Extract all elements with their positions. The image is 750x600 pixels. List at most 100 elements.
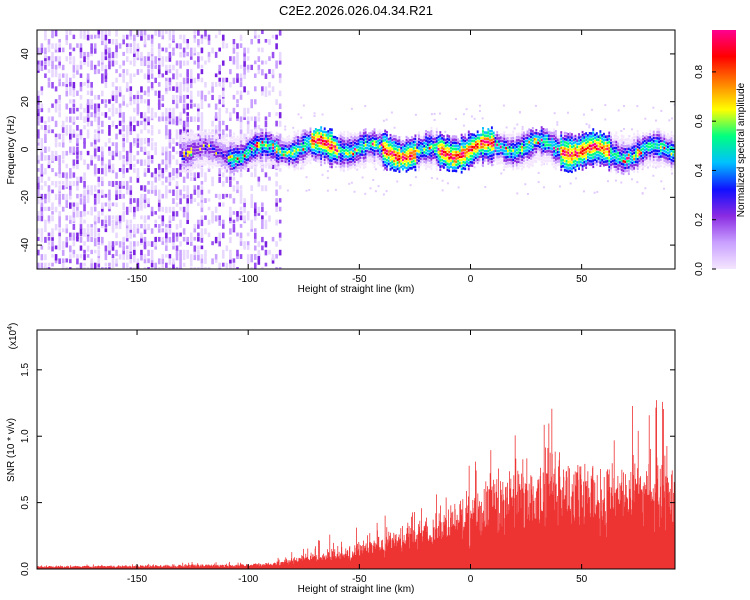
spectrogram-cell xyxy=(271,258,275,264)
spectrogram-cell xyxy=(86,185,90,190)
spectrogram-cell xyxy=(277,132,280,136)
spectrogram-cell xyxy=(371,148,374,152)
spectrogram-cell xyxy=(183,142,186,145)
spectrogram-cell xyxy=(220,167,223,171)
spectrogram-cell xyxy=(464,142,467,146)
spectrogram-cell xyxy=(613,159,616,162)
spectrogram-cell xyxy=(441,189,444,192)
spectrogram-cell xyxy=(90,86,93,91)
spectrogram-cell xyxy=(133,241,136,247)
spectrogram-cell xyxy=(309,152,312,155)
spectrogram-cell xyxy=(229,170,232,174)
spectrogram-cell xyxy=(394,169,397,172)
spectrogram-cell xyxy=(86,223,90,228)
spectrogram-cell xyxy=(175,189,179,196)
spectrogram-cell xyxy=(256,157,259,161)
spectrogram-cell xyxy=(76,193,79,199)
spectrogram-cell xyxy=(517,163,520,167)
spectrogram-cell xyxy=(345,164,348,168)
spectrogram-cell xyxy=(118,215,122,222)
spectrogram-cell xyxy=(108,267,111,269)
spectrogram-cell xyxy=(271,236,275,242)
spectrogram-cell xyxy=(186,132,189,135)
spectrogram-cell xyxy=(300,139,303,143)
spectrogram-cell xyxy=(531,136,534,139)
spectrogram-cell xyxy=(441,179,444,182)
spectrogram-cell xyxy=(51,69,54,76)
spectrogram-cell xyxy=(277,154,280,158)
spectrogram-cell xyxy=(474,147,477,150)
spectrogram-cell xyxy=(384,129,387,133)
spectrogram-cell xyxy=(243,198,246,203)
spectrogram-cell xyxy=(240,134,243,138)
spectrogram-cell xyxy=(578,158,580,161)
spectrogram-cell xyxy=(90,82,93,88)
spectrogram-cell xyxy=(72,249,76,255)
spectrogram-cell xyxy=(221,254,225,259)
spectrogram-cell xyxy=(304,157,307,160)
spectrogram-cell xyxy=(214,51,218,58)
spectrogram-cell xyxy=(361,162,364,166)
spectrogram-cell xyxy=(143,267,147,269)
spectrogram-cell xyxy=(272,156,275,159)
spectrogram-cell xyxy=(243,116,246,120)
spectrogram-cell xyxy=(389,155,392,159)
spectrogram-cell xyxy=(150,137,154,142)
spectrogram-cell xyxy=(54,206,58,213)
spectrogram-cell xyxy=(428,159,431,163)
spectrogram-cell xyxy=(341,139,344,142)
spectrogram-cell xyxy=(246,155,250,161)
spectrogram-cell xyxy=(307,144,310,147)
spectrogram-cell xyxy=(546,162,548,166)
spectrogram-cell xyxy=(622,156,625,160)
spectrogram-cell xyxy=(218,241,221,247)
spectrogram-cell xyxy=(517,144,520,148)
spectrogram-cell xyxy=(40,86,44,91)
spectrogram-cell xyxy=(101,73,104,79)
spectrogram-cell xyxy=(271,34,275,39)
spectrogram-cell xyxy=(240,169,243,172)
spectrogram-cell xyxy=(343,152,346,156)
spectrogram-cell xyxy=(250,150,253,154)
spectrogram-cell xyxy=(288,134,291,138)
spectrogram-cell xyxy=(599,155,602,158)
spectrogram-cell xyxy=(368,150,371,154)
spectrogram-cell xyxy=(133,232,136,238)
spectrogram-cell xyxy=(368,153,371,157)
spectrogram-cell xyxy=(65,258,69,263)
spectrogram-cell xyxy=(188,163,191,167)
spectrogram-cell xyxy=(558,153,561,157)
spectrogram-cell xyxy=(373,165,376,169)
spectrogram-cell xyxy=(579,154,582,157)
spectrogram-cell xyxy=(583,154,586,158)
spectrogram-cell xyxy=(590,163,593,166)
spectrogram-cell xyxy=(221,60,225,66)
spectrogram-cell xyxy=(239,189,243,195)
spectrogram-cell xyxy=(129,206,133,213)
spectrogram-cell xyxy=(101,129,104,134)
spectrogram-cell xyxy=(295,135,298,139)
spectrogram-cell xyxy=(602,157,605,161)
spectrogram-cell xyxy=(40,103,44,109)
spectrogram-cell xyxy=(291,136,294,140)
spectrogram-cell xyxy=(538,151,541,155)
spectrogram-cell xyxy=(129,189,133,195)
spectrogram-cell xyxy=(480,158,483,162)
spectrogram-cell xyxy=(227,150,230,153)
spectrogram-cell xyxy=(275,163,278,166)
spectrogram-cell xyxy=(265,128,267,132)
spectrogram-cell xyxy=(44,129,47,133)
spectrogram-cell xyxy=(76,202,79,207)
spectrogram-cell xyxy=(201,156,203,160)
spectrogram-cell xyxy=(622,127,625,130)
spectrogram-cell xyxy=(186,147,189,151)
spectrogram-cell xyxy=(222,154,225,157)
spectrogram-cell xyxy=(200,168,204,174)
spectrogram-cell xyxy=(47,38,51,45)
spectrogram-cell xyxy=(101,180,104,187)
spectrogram-cell xyxy=(240,153,243,157)
spectrogram-cell xyxy=(308,188,311,191)
spectrogram-cell xyxy=(346,152,349,156)
spectrogram-cell xyxy=(428,165,431,169)
spectrogram-cell xyxy=(79,82,83,87)
